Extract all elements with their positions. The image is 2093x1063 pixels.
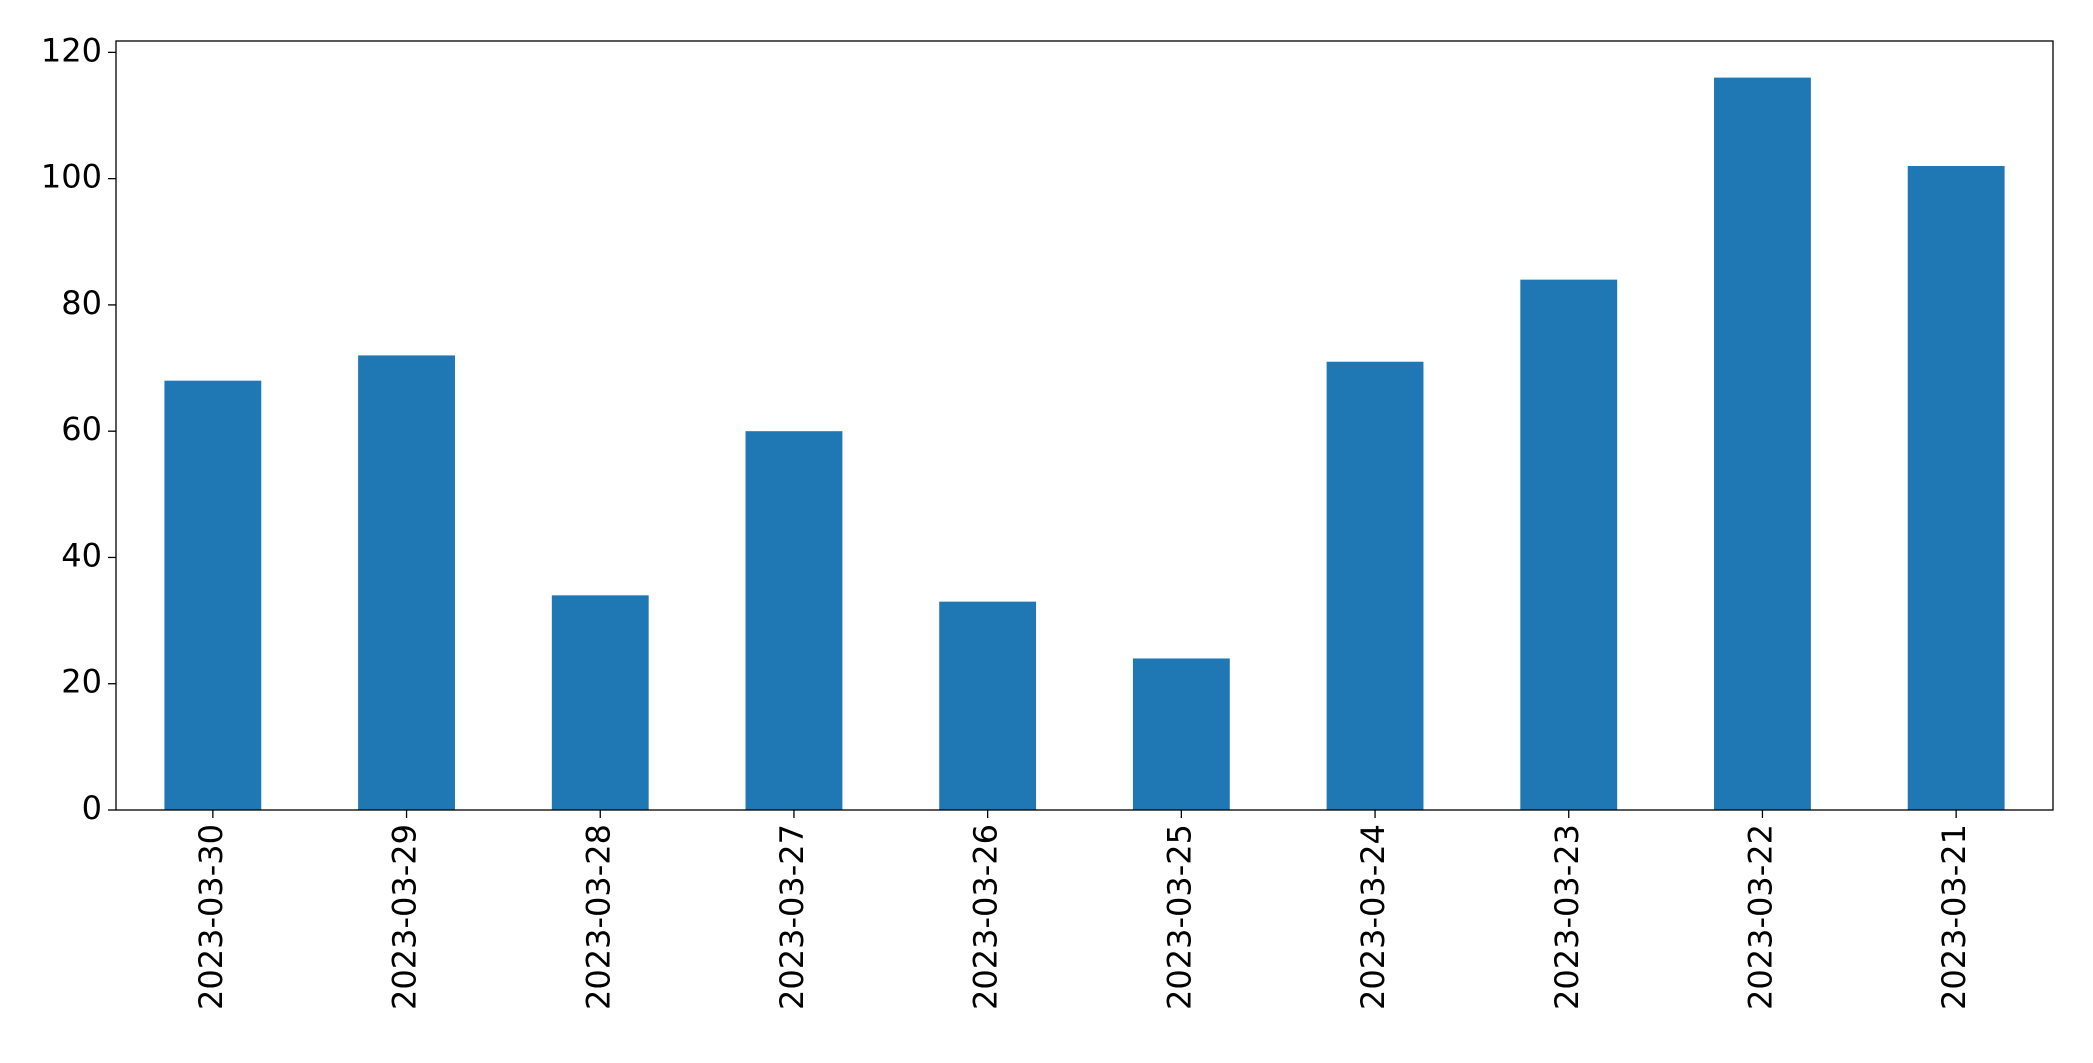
plot-frame (115, 40, 2054, 811)
y-tick-label: 60 (61, 410, 102, 448)
x-tick-label: 2023-03-21 (1935, 824, 1973, 1010)
x-tick-label: 2023-03-30 (192, 824, 230, 1010)
bar (1132, 658, 1230, 810)
x-tick-label: 2023-03-29 (386, 824, 424, 1010)
y-tick-label: 120 (41, 31, 102, 69)
x-tick-label: 2023-03-24 (1354, 824, 1392, 1010)
bar (1714, 77, 1811, 811)
y-tick-label: 100 (41, 158, 102, 196)
bar (358, 355, 455, 810)
x-tick-label: 2023-03-22 (1741, 824, 1779, 1010)
x-tick-label: 2023-03-28 (579, 824, 617, 1010)
bar (745, 431, 843, 810)
bar (551, 595, 649, 810)
bar (939, 601, 1037, 810)
x-tick-label: 2023-03-26 (967, 824, 1005, 1010)
y-tick-label: 40 (61, 536, 102, 574)
y-tick-label: 20 (61, 663, 102, 701)
x-tick-label: 2023-03-27 (773, 824, 811, 1010)
bar (1520, 279, 1618, 811)
y-tick-label: 80 (61, 284, 102, 322)
bar (1326, 361, 1424, 810)
y-tick-label: 0 (82, 789, 102, 827)
x-tick-label: 2023-03-25 (1160, 824, 1198, 1010)
bar (1907, 166, 2005, 810)
bar (164, 380, 262, 810)
x-tick-label: 2023-03-23 (1548, 824, 1586, 1010)
